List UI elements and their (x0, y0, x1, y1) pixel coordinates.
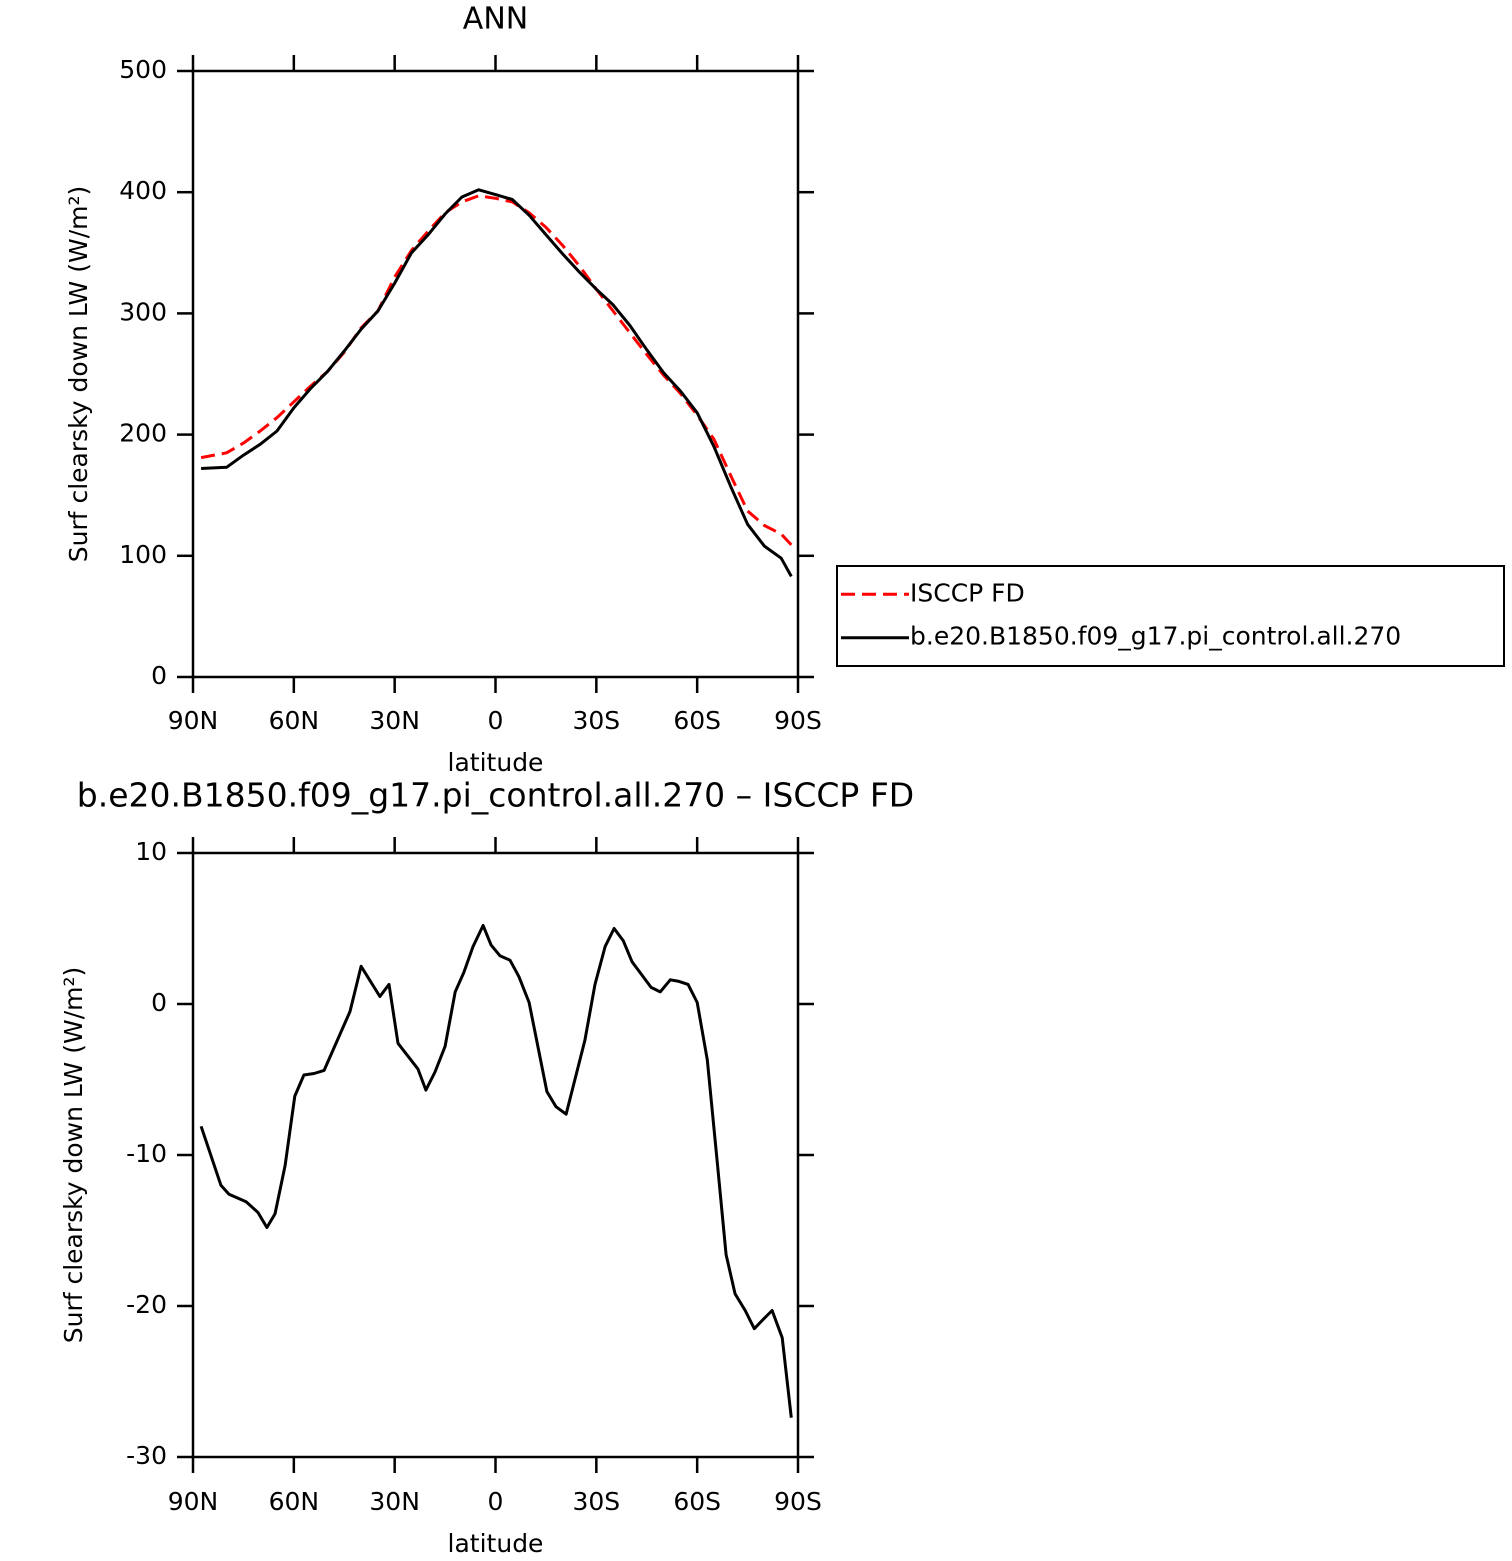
chart-title: ANN (463, 2, 528, 37)
x-tick-label: 90N (168, 1487, 219, 1516)
x-tick-label: 90S (774, 1487, 822, 1516)
y-tick-label: -10 (126, 1139, 167, 1168)
x-axis-label: latitude (448, 748, 544, 777)
y-tick-label: 500 (119, 55, 167, 84)
x-tick-label: 90S (774, 706, 822, 735)
plot-frame (191, 851, 800, 1459)
y-tick-label: 10 (135, 837, 167, 866)
x-tick-label: 90N (168, 706, 219, 735)
x-axis-label: latitude (448, 1529, 544, 1558)
data-line (200, 194, 793, 546)
x-tick-label: 60S (673, 706, 721, 735)
plot-frame (191, 69, 800, 679)
x-tick-label: 30N (369, 1487, 420, 1516)
y-tick-label: -30 (126, 1441, 167, 1470)
y-tick-label: 0 (151, 661, 167, 690)
y-tick-label: 100 (119, 540, 167, 569)
x-tick-label: 0 (488, 706, 504, 735)
data-line (199, 924, 793, 1418)
legend-label: ISCCP FD (910, 578, 1025, 607)
y-tick-label: 300 (119, 297, 167, 326)
legend-box (836, 565, 1505, 667)
x-tick-label: 30S (572, 1487, 620, 1516)
x-tick-label: 30S (572, 706, 620, 735)
x-tick-label: 30N (369, 706, 420, 735)
y-tick-label: -20 (126, 1290, 167, 1319)
x-tick-label: 60S (673, 1487, 721, 1516)
x-tick-label: 0 (488, 1487, 504, 1516)
chart-title: b.e20.B1850.f09_g17.pi_control.all.270 –… (77, 776, 914, 815)
x-tick-label: 60N (269, 706, 320, 735)
x-tick-label: 60N (269, 1487, 320, 1516)
data-line (201, 188, 793, 578)
y-tick-label: 0 (151, 988, 167, 1017)
legend-label: b.e20.B1850.f09_g17.pi_control.all.270 (910, 622, 1401, 651)
y-tick-label: 200 (119, 419, 167, 448)
y-axis-label: Surf clearsky down LW (W/m²) (64, 186, 93, 563)
y-tick-label: 400 (119, 176, 167, 205)
y-axis-label: Surf clearsky down LW (W/m²) (59, 967, 88, 1344)
